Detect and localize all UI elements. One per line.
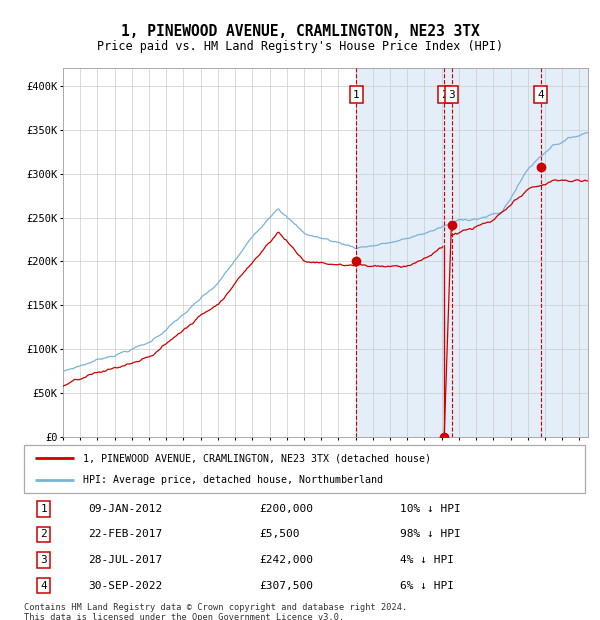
Text: 1, PINEWOOD AVENUE, CRAMLINGTON, NE23 3TX: 1, PINEWOOD AVENUE, CRAMLINGTON, NE23 3T… <box>121 24 479 38</box>
Text: 10% ↓ HPI: 10% ↓ HPI <box>400 504 461 514</box>
Text: HPI: Average price, detached house, Northumberland: HPI: Average price, detached house, Nort… <box>83 475 383 485</box>
Text: 30-SEP-2022: 30-SEP-2022 <box>89 580 163 590</box>
Text: 2: 2 <box>441 89 448 100</box>
Text: 3: 3 <box>40 555 47 565</box>
Text: 09-JAN-2012: 09-JAN-2012 <box>89 504 163 514</box>
Text: 1, PINEWOOD AVENUE, CRAMLINGTON, NE23 3TX (detached house): 1, PINEWOOD AVENUE, CRAMLINGTON, NE23 3T… <box>83 453 431 463</box>
Text: 6% ↓ HPI: 6% ↓ HPI <box>400 580 454 590</box>
Text: Price paid vs. HM Land Registry's House Price Index (HPI): Price paid vs. HM Land Registry's House … <box>97 40 503 53</box>
FancyBboxPatch shape <box>24 445 585 493</box>
Text: 2: 2 <box>40 529 47 539</box>
Text: 1: 1 <box>40 504 47 514</box>
Text: 22-FEB-2017: 22-FEB-2017 <box>89 529 163 539</box>
Bar <box>356 68 588 437</box>
Text: 4: 4 <box>40 580 47 590</box>
Text: 4% ↓ HPI: 4% ↓ HPI <box>400 555 454 565</box>
Text: £242,000: £242,000 <box>260 555 314 565</box>
Text: £200,000: £200,000 <box>260 504 314 514</box>
Text: 98% ↓ HPI: 98% ↓ HPI <box>400 529 461 539</box>
Text: 4: 4 <box>537 89 544 100</box>
Text: £307,500: £307,500 <box>260 580 314 590</box>
Text: 28-JUL-2017: 28-JUL-2017 <box>89 555 163 565</box>
Text: Contains HM Land Registry data © Crown copyright and database right 2024.
This d: Contains HM Land Registry data © Crown c… <box>24 603 407 620</box>
Text: 1: 1 <box>353 89 359 100</box>
Text: 3: 3 <box>448 89 455 100</box>
Text: £5,500: £5,500 <box>260 529 300 539</box>
